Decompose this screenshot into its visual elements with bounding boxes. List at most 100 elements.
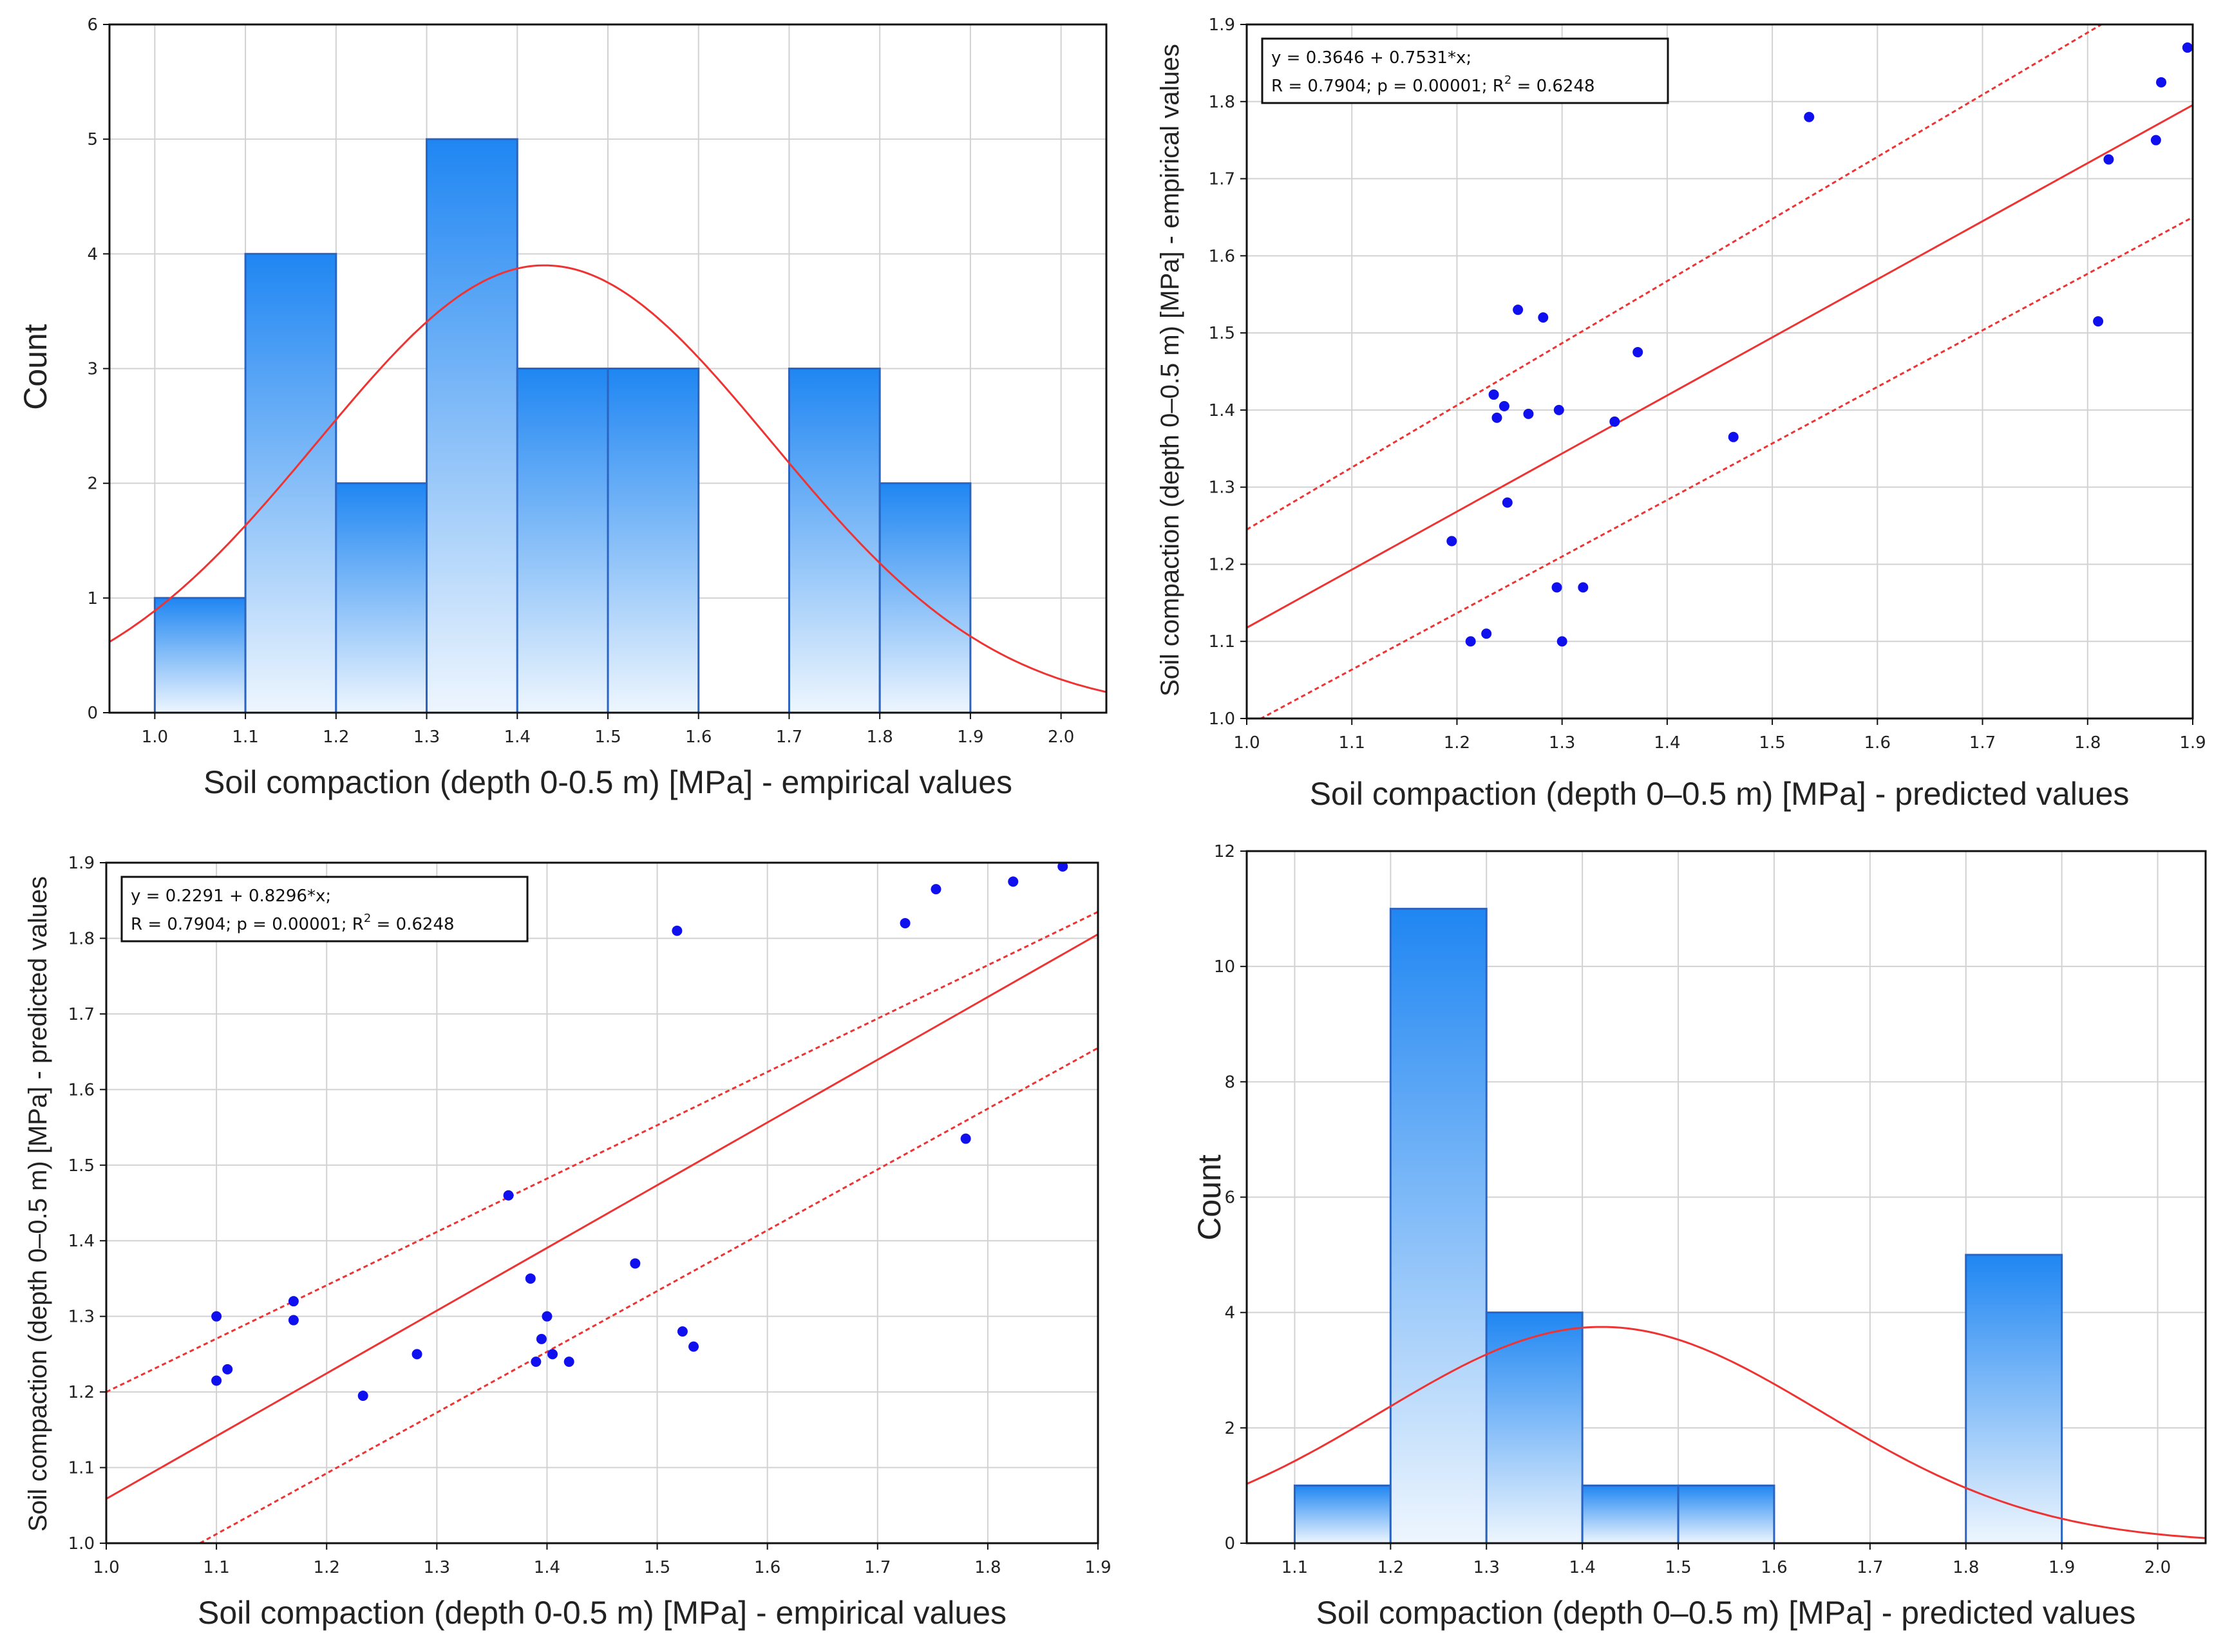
data-point — [2103, 154, 2114, 165]
data-point — [1513, 305, 1524, 315]
y-tick-label: 1.9 — [1209, 15, 1235, 35]
data-point — [1551, 582, 1562, 593]
histogram-bar — [1965, 1253, 2063, 1543]
regression-line — [106, 933, 1098, 1500]
y-tick-label: 3 — [87, 360, 98, 379]
y-tick-label: 1 — [87, 589, 98, 608]
data-point — [542, 1311, 553, 1322]
data-point — [1465, 636, 1476, 647]
x-tick-label: 1.6 — [1864, 733, 1891, 753]
data-point — [931, 884, 941, 895]
y-tick-label: 1.4 — [1209, 401, 1235, 420]
regression-equation: y = 0.2291 + 0.8296*x; — [131, 887, 331, 906]
x-axis-label: Soil compaction (depth 0-0.5 m) [MPa] - … — [198, 1595, 1007, 1631]
data-point — [2182, 42, 2193, 53]
x-tick-label: 1.7 — [1857, 1558, 1883, 1577]
data-point — [1502, 497, 1513, 508]
y-tick-label: 10 — [1214, 957, 1235, 977]
y-tick-label: 4 — [87, 245, 98, 264]
data-point — [960, 1133, 971, 1144]
data-point — [536, 1333, 547, 1344]
data-point — [222, 1364, 233, 1375]
data-point — [1609, 416, 1620, 427]
x-tick-label: 1.8 — [867, 727, 893, 747]
data-point — [288, 1296, 299, 1307]
plot-frame — [105, 861, 1099, 1544]
x-tick-label: 1.3 — [413, 727, 440, 747]
normal-fit-curve — [1247, 1326, 2206, 1539]
data-point — [531, 1356, 542, 1367]
x-tick-label: 1.2 — [314, 1558, 340, 1577]
histogram-bar — [1485, 1311, 1584, 1543]
x-tick-label: 1.1 — [232, 727, 258, 747]
histogram-bar — [335, 482, 428, 713]
y-tick-label: 12 — [1214, 842, 1235, 861]
regression-equation: y = 0.3646 + 0.7531*x; — [1271, 48, 1471, 68]
y-axis-label: Soil compaction (depth 0–0.5 m) [MPa] - … — [1156, 44, 1184, 697]
x-tick-label: 1.7 — [776, 727, 802, 747]
histogram-bar — [516, 368, 609, 713]
x-tick-label: 1.9 — [2179, 733, 2206, 753]
upper-confidence-band — [1247, 24, 2104, 530]
data-point — [503, 1190, 514, 1201]
data-point — [1804, 111, 1815, 122]
x-tick-label: 1.7 — [864, 1558, 891, 1577]
x-tick-label: 1.8 — [1953, 1558, 1979, 1577]
x-tick-label: 1.6 — [754, 1558, 780, 1577]
data-point — [900, 917, 911, 928]
regression-stats-text: R = 0.7904; p = 0.00001; R — [1271, 77, 1504, 96]
x-tick-label: 1.1 — [203, 1558, 229, 1577]
histogram-bar — [1293, 1484, 1392, 1543]
data-point — [1491, 412, 1502, 423]
histogram-bar — [878, 482, 972, 713]
plot-area — [106, 863, 1098, 1543]
x-tick-label: 1.4 — [1569, 1558, 1595, 1577]
data-point — [547, 1349, 558, 1360]
data-point — [211, 1375, 222, 1386]
x-tick-label: 1.7 — [1969, 733, 1996, 753]
y-tick-label: 6 — [87, 15, 98, 35]
y-tick-label: 1.6 — [68, 1080, 95, 1100]
x-tick-label: 2.0 — [1048, 727, 1074, 747]
y-tick-label: 1.6 — [1209, 247, 1235, 266]
x-tick-label: 1.5 — [594, 727, 621, 747]
x-tick-label: 1.3 — [424, 1558, 450, 1577]
x-tick-label: 1.9 — [2048, 1558, 2075, 1577]
lower-confidence-band — [199, 1047, 1098, 1543]
plot-content — [106, 863, 1098, 1543]
data-point — [1481, 628, 1492, 639]
data-point — [1556, 636, 1567, 647]
x-tick-label: 1.4 — [1654, 733, 1680, 753]
y-tick-label: 1.4 — [68, 1232, 95, 1251]
data-point — [357, 1390, 368, 1401]
data-point — [1499, 400, 1509, 411]
x-tick-label: 1.5 — [1759, 733, 1785, 753]
equation-box — [1261, 37, 1669, 104]
plot-content — [109, 138, 1106, 713]
histogram-bar — [1389, 908, 1488, 1543]
data-point — [563, 1356, 574, 1367]
scatter-empirical-panel: y = 0.2291 + 0.8296*x; R = 0.7904; p = 0.… — [24, 854, 1112, 1631]
x-tick-label: 1.9 — [957, 727, 983, 747]
histogram-bar — [1581, 1484, 1679, 1543]
plot-content — [1247, 24, 2193, 718]
y-axis-label: Soil compaction (depth 0–0.5 m) [MPa] - … — [24, 876, 52, 1532]
y-tick-label: 4 — [1224, 1304, 1235, 1323]
data-point — [211, 1311, 222, 1322]
y-tick-label: 5 — [87, 130, 98, 149]
data-point — [525, 1273, 536, 1284]
data-point — [1553, 404, 1564, 415]
data-point — [630, 1258, 641, 1269]
y-tick-label: 0 — [87, 704, 98, 723]
histogram-bar — [153, 597, 247, 713]
y-tick-label: 1.5 — [68, 1156, 95, 1176]
x-axis-label: Soil compaction (depth 0–0.5 m) [MPa] - … — [1310, 776, 2130, 812]
histogram-bar — [1677, 1484, 1775, 1543]
data-point — [288, 1315, 299, 1326]
y-tick-label: 1.3 — [68, 1308, 95, 1327]
r-squared-superscript: 2 — [1504, 73, 1511, 87]
y-tick-label: 1.2 — [1209, 555, 1235, 574]
x-tick-label: 1.0 — [93, 1558, 119, 1577]
x-tick-label: 1.2 — [1444, 733, 1470, 753]
